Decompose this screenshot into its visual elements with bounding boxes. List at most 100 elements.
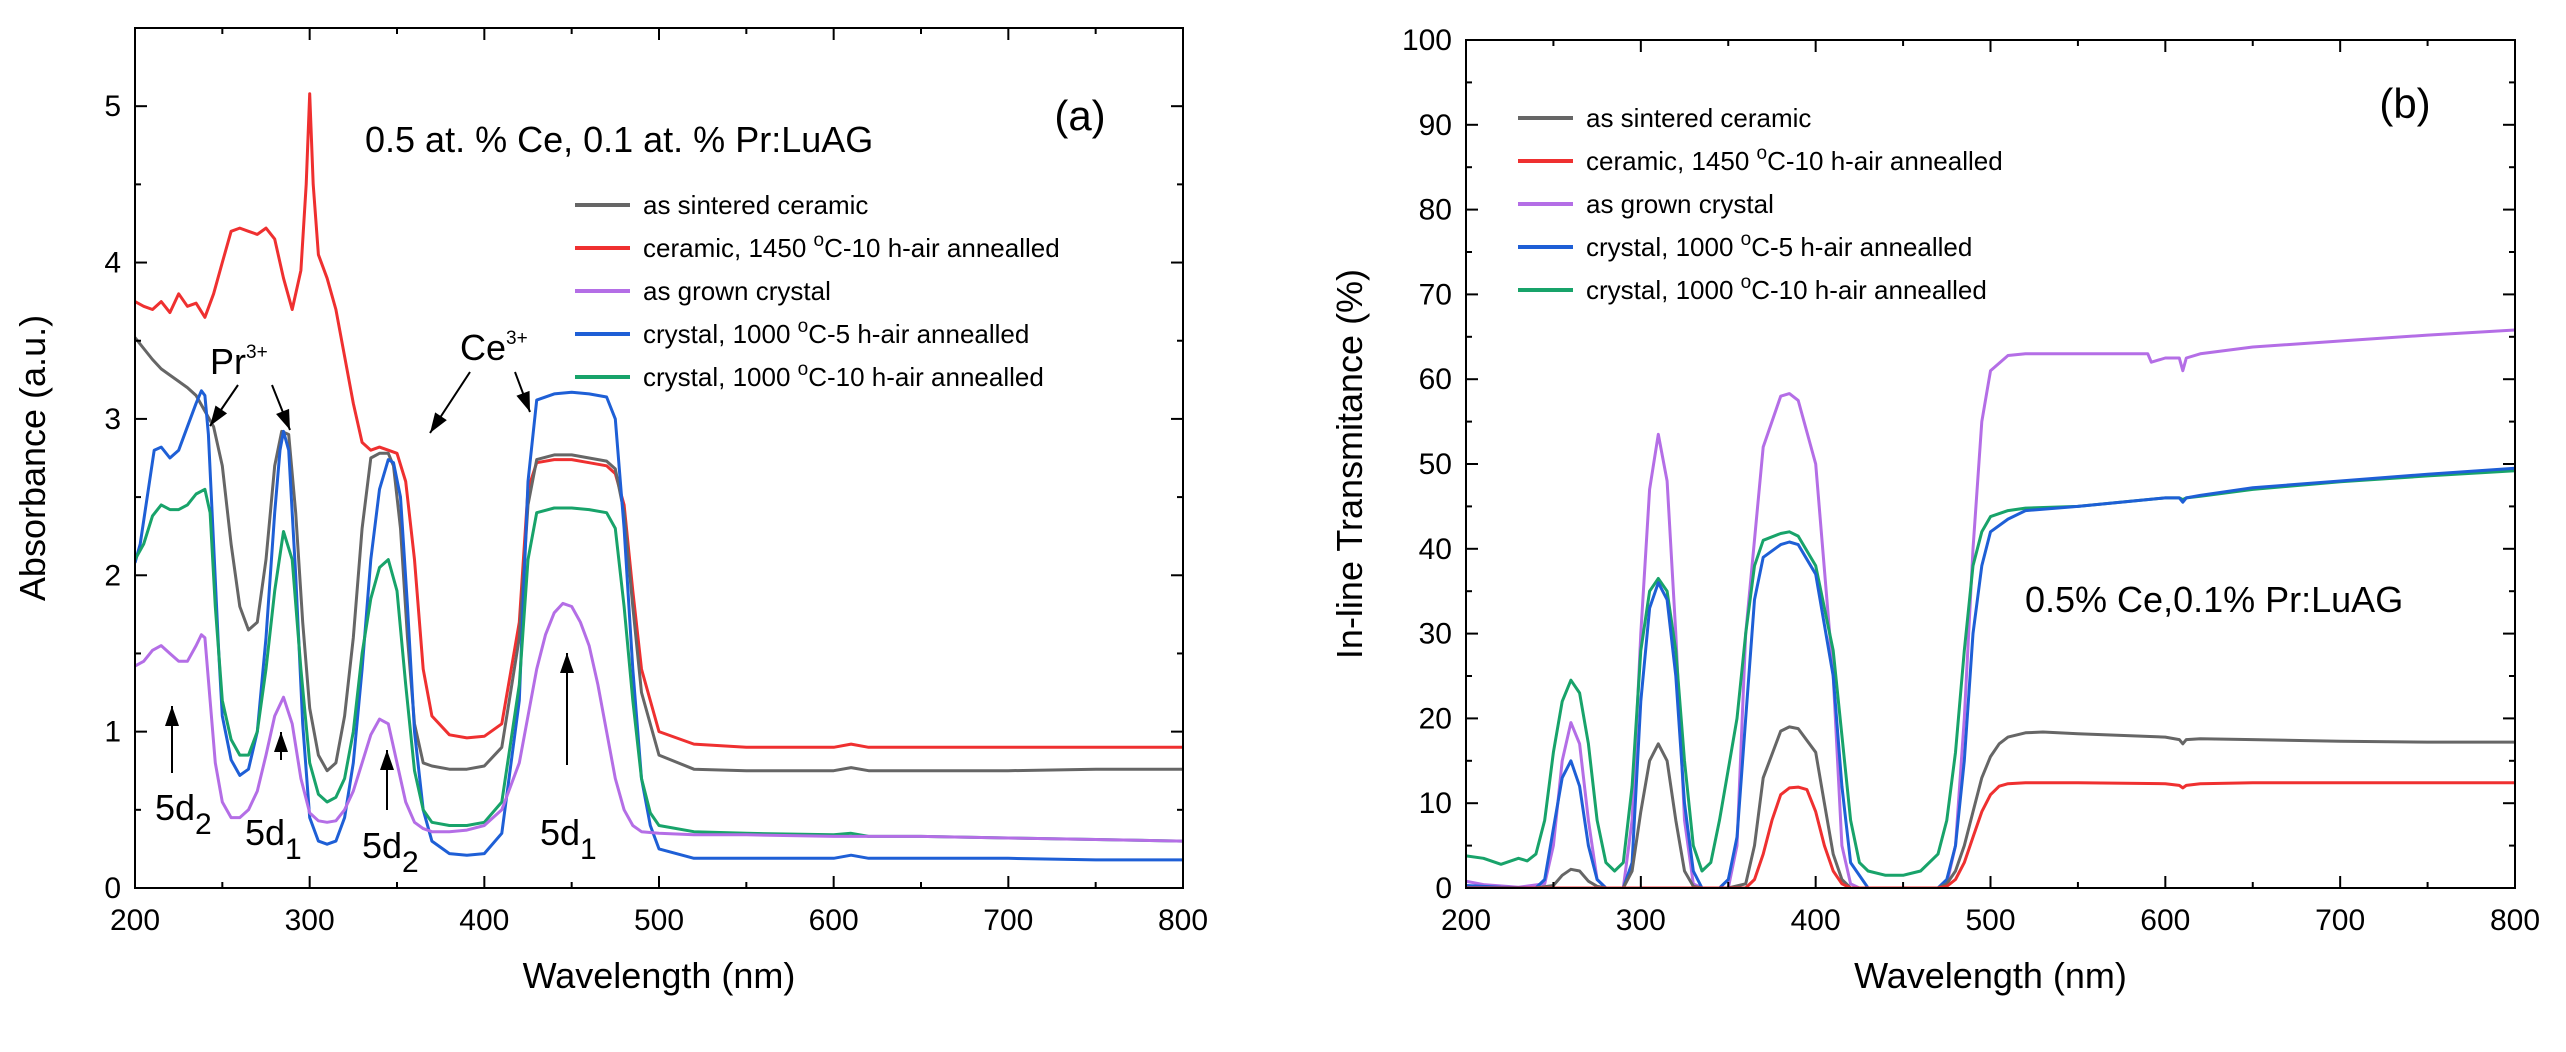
x-tick-label: 800 [1158,904,1208,937]
legend-label-degree: o [798,316,809,337]
legend-label-text: ceramic, 1450 [1586,146,1757,176]
y-tick-label: 3 [104,403,121,436]
legend-label-degree: o [1757,143,1768,164]
arrow-5d2-second-head [380,750,394,770]
legend-label: as sintered ceramic [1586,103,1811,133]
annotation-5d1-first-base: 5d [245,812,285,853]
annotation-5d1-first-sub: 1 [285,833,302,866]
series-group [1466,328,2515,888]
panel-b-transmittance: 200 300 400 500 600 700 800 0 10 20 30 40 50 60 70 80 90… [1329,24,2540,996]
x-tick-label: 500 [634,904,684,937]
x-tick-label: 400 [1791,904,1841,937]
y-tick-label: 50 [1419,448,1452,481]
arrow-5d2-first-head [165,706,179,726]
legend-label: crystal, 1000 oC-5 h-air annealled [643,316,1029,349]
legend-label-text: C-10 h-air annealled [808,362,1044,392]
legend-label-degree: o [798,359,809,380]
legend-label-text: C-5 h-air annealled [808,319,1029,349]
y-tick-label: 40 [1419,533,1452,566]
series-line-ceramic-annealed [135,92,1183,749]
annotation-5d2-first-base: 5d [155,787,195,828]
y-tick-label: 80 [1419,194,1452,227]
y-tick-label: 1 [104,716,121,749]
x-tick-label: 500 [1965,904,2015,937]
x-tick-label: 300 [285,904,335,937]
annotation-pr3plus: Pr3+ [210,341,268,382]
x-tick-label: 300 [1616,904,1666,937]
arrow-ce-left-head [430,412,447,433]
y-tick-label: 0 [1435,872,1452,905]
panel-a-absorbance: 200 300 400 500 600 700 800 0 1 2 3 4 5 Wavelength (n… [12,27,1208,996]
legend-label-text: C-10 h-air annealled [1751,275,1987,305]
annotation-5d1-first: 5d1 [245,812,302,866]
annotation-5d2-first-sub: 2 [195,808,212,841]
legend-label-text: C-5 h-air annealled [1751,232,1972,262]
annotation-5d2-first: 5d2 [155,787,212,841]
panel-label: (a) [1054,92,1105,139]
legend-label: as grown crystal [1586,189,1774,219]
series-line-crystal-5h [1466,466,2515,888]
legend-label: as sintered ceramic [643,190,868,220]
y-tick-label: 70 [1419,278,1452,311]
y-tick-label: 60 [1419,363,1452,396]
y-tick-label: 20 [1419,702,1452,735]
annotation-ce3plus-base: Ce [460,327,506,368]
y-tick-label: 2 [104,559,121,592]
x-tick-label: 700 [2315,904,2365,937]
series-line-as-sintered [135,336,1183,773]
series-line-as-sintered [1466,725,2515,888]
x-tick-label: 600 [2140,904,2190,937]
annotation-5d1-second-base: 5d [540,812,580,853]
legend-label: crystal, 1000 oC-10 h-air annealled [643,359,1044,392]
x-tick-label: 400 [459,904,509,937]
x-tick-label: 800 [2490,904,2540,937]
annotation-5d2-second-sub: 2 [402,846,419,879]
y-axis-label: Absorbance (a.u.) [12,315,53,601]
series-line-crystal-10h [1466,469,2515,877]
annotation-ce3plus: Ce3+ [460,327,528,368]
y-tick-label: 5 [104,90,121,123]
series-group [135,92,1183,862]
legend-label: crystal, 1000 oC-10 h-air annealled [1586,272,1987,305]
y-tick-label: 0 [104,872,121,905]
arrow-pr-left-head [210,405,228,426]
y-tick-label: 100 [1402,24,1452,57]
annotation-5d1-second: 5d1 [540,812,597,866]
x-axis-label: Wavelength (nm) [523,955,796,996]
series-line-as-grown [135,601,1183,843]
x-tick-label: 200 [110,904,160,937]
legend-label-text: C-10 h-air annealled [824,233,1060,263]
x-axis-label: Wavelength (nm) [1854,955,2127,996]
legend-label-text: crystal, 1000 [1586,232,1741,262]
legend-label: ceramic, 1450 oC-10 h-air annealled [643,230,1060,263]
legend-label-text: C-10 h-air annealled [1767,146,2003,176]
y-tick-label: 4 [104,247,121,280]
arrow-ce-right-head [516,390,530,412]
annotation-5d2-second: 5d2 [362,825,419,879]
annotation-pr3plus-base: Pr [210,341,246,382]
y-tick-label: 10 [1419,787,1452,820]
legend-label-text: ceramic, 1450 [643,233,814,263]
x-tick-label: 700 [983,904,1033,937]
composition-text: 0.5% Ce,0.1% Pr:LuAG [2025,579,2403,620]
legend-label-text: crystal, 1000 [1586,275,1741,305]
legend-label: ceramic, 1450 oC-10 h-air annealled [1586,143,2003,176]
arrow-5d1-second-head [560,653,574,673]
y-tick-label: 90 [1419,109,1452,142]
series-line-ceramic-annealed [1466,781,2515,888]
arrow-pr-right-head [276,408,290,430]
arrow-5d1-first-head [274,732,288,752]
legend-label-text: crystal, 1000 [643,319,798,349]
series-line-crystal-10h [135,487,1183,843]
y-tick-label: 30 [1419,618,1452,651]
legend-label: crystal, 1000 oC-5 h-air annealled [1586,229,1972,262]
legend-label-degree: o [814,230,825,251]
legend-label-degree: o [1741,229,1752,250]
annotation-5d1-second-sub: 1 [580,833,597,866]
legend-label: as grown crystal [643,276,831,306]
annotation-pr3plus-sup: 3+ [246,342,268,363]
